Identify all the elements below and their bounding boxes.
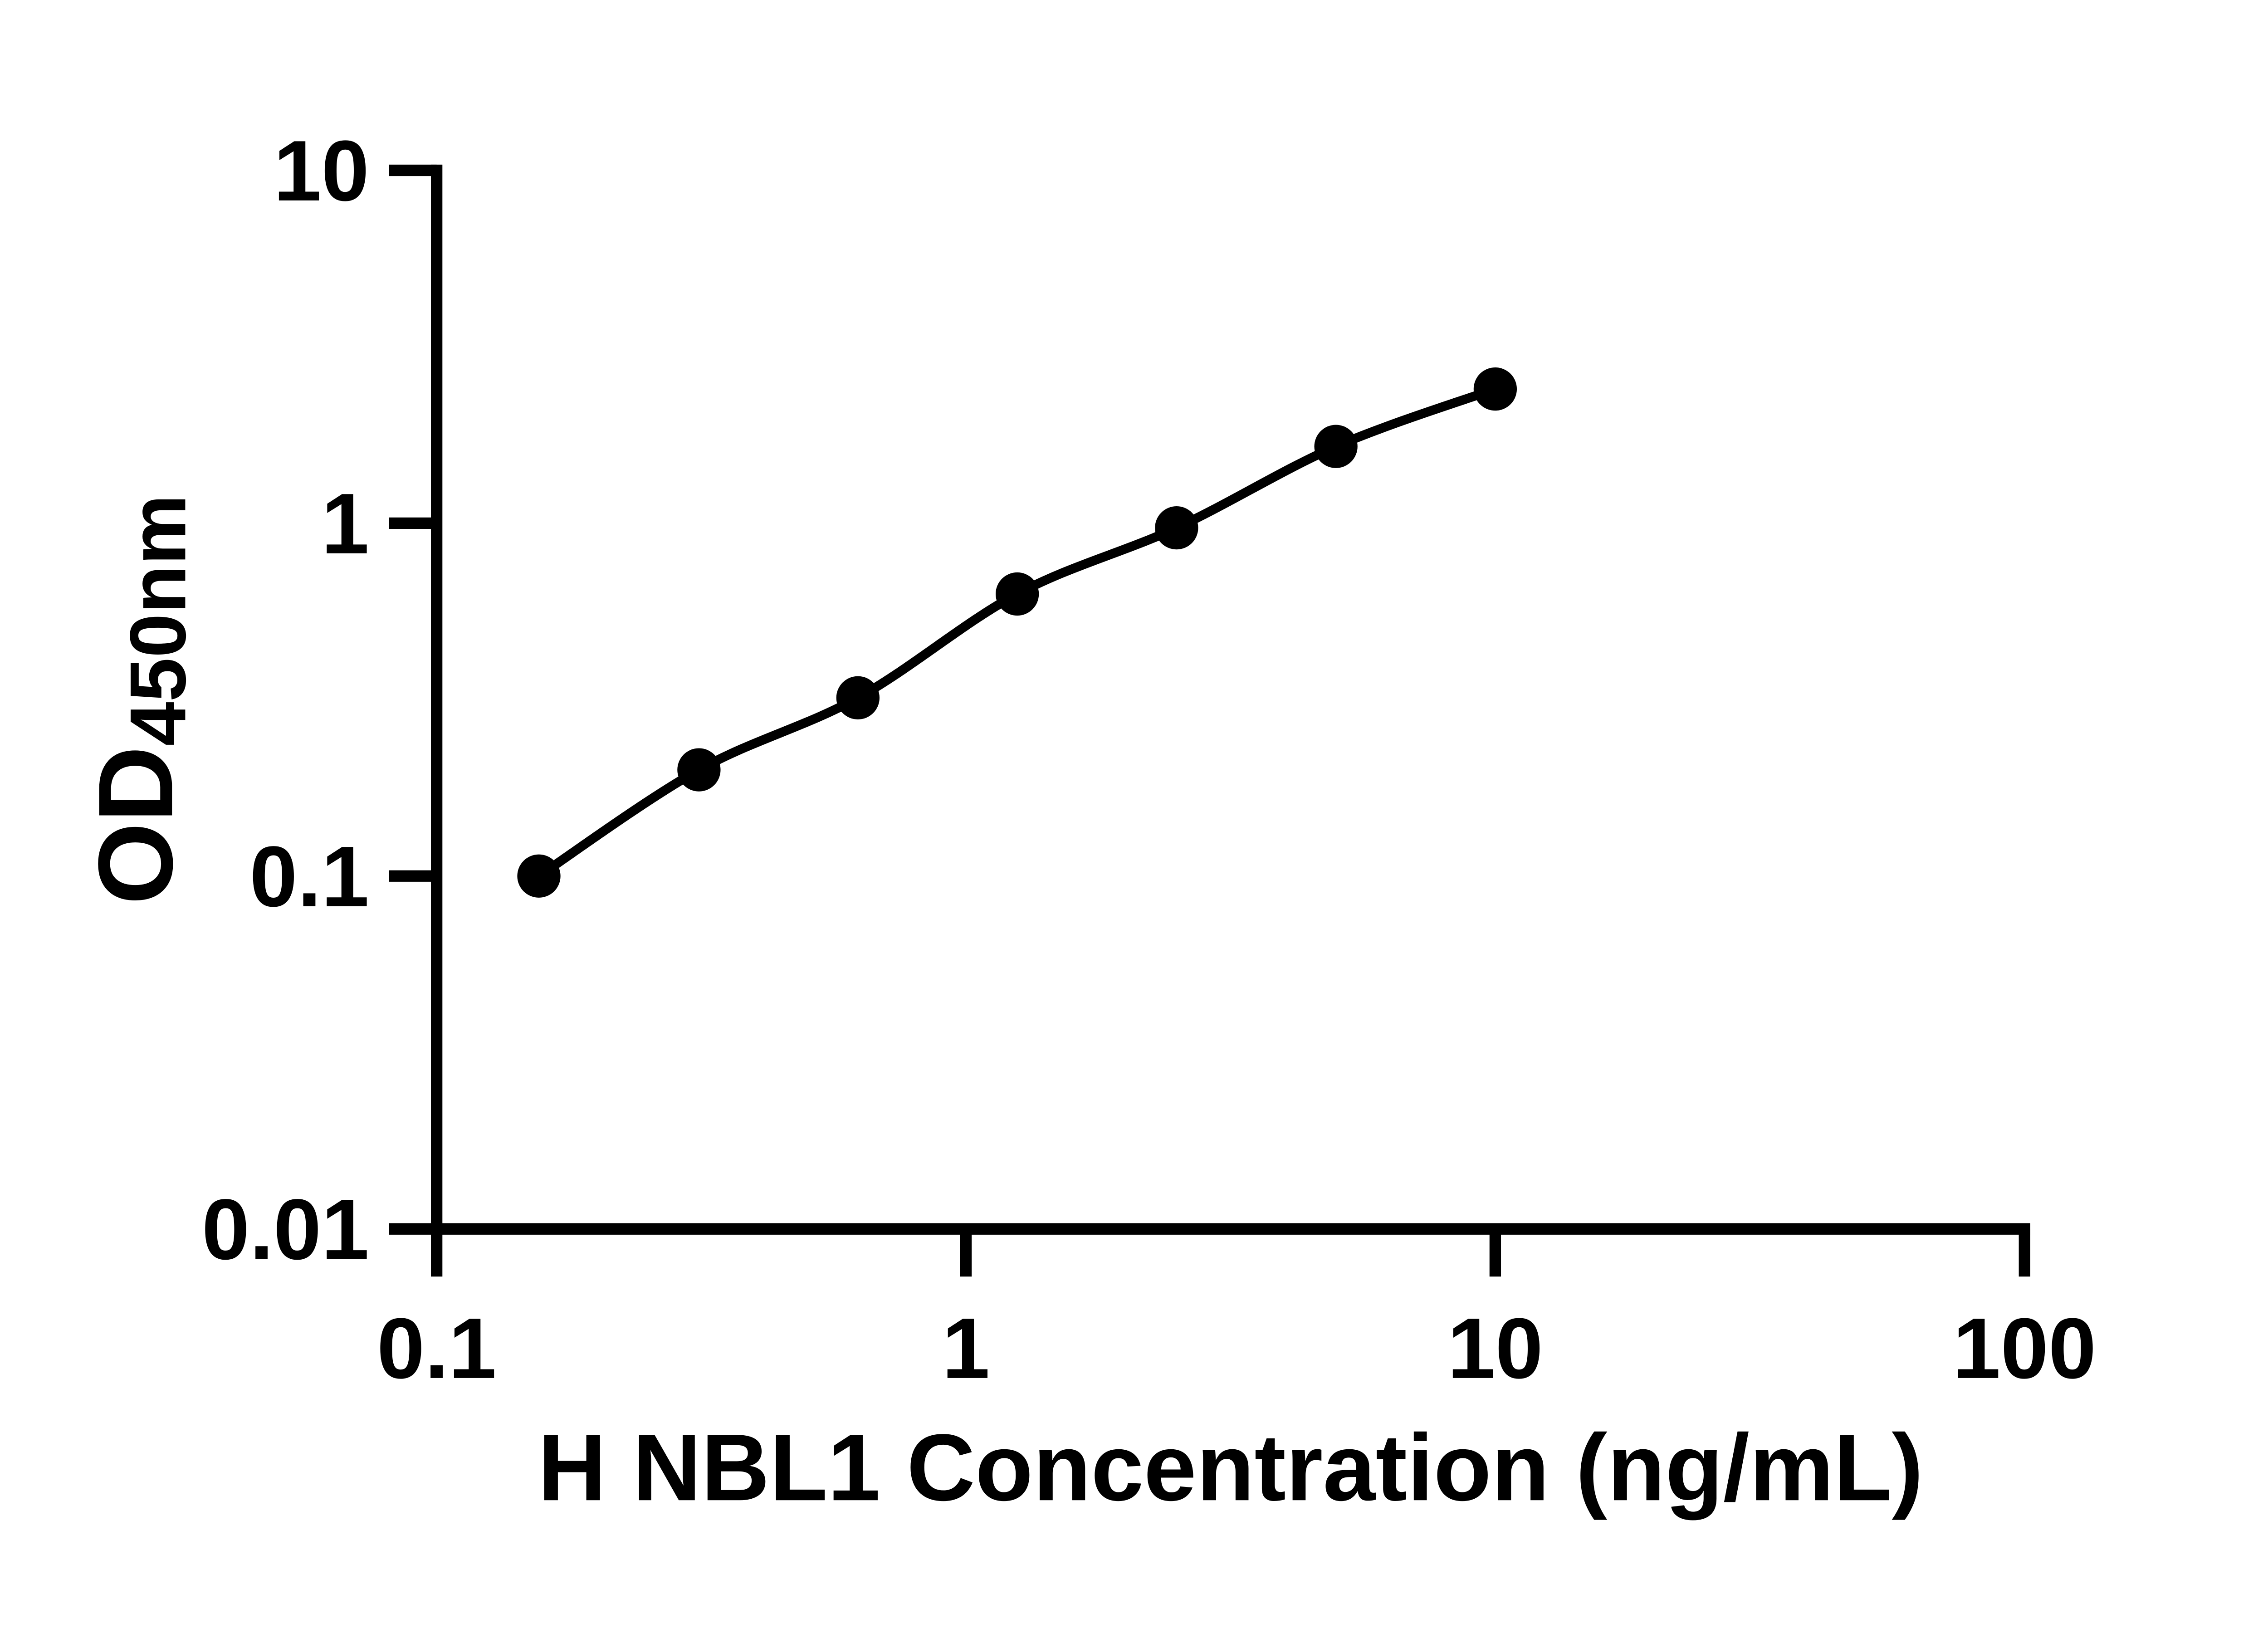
data-point-5ng-ml bbox=[1314, 425, 1358, 468]
standard-curve-line bbox=[534, 384, 1500, 881]
x-tick-label-1: 1 bbox=[942, 1301, 990, 1397]
data-point-0.156ng-ml bbox=[517, 854, 561, 898]
y-axis-title: OD450nm bbox=[77, 494, 202, 905]
x-tick-label-10: 10 bbox=[1447, 1301, 1543, 1397]
y-tick-label-0.01: 0.01 bbox=[202, 1182, 369, 1278]
data-point-0.313ng-ml bbox=[677, 748, 721, 792]
data-points bbox=[517, 367, 1517, 898]
y-tick-label-1: 1 bbox=[321, 476, 369, 572]
axis-ticks bbox=[389, 164, 2030, 1277]
y-title-main: OD bbox=[77, 746, 195, 905]
x-axis-title: H NBL1 Concentration (ng/mL) bbox=[538, 1415, 1923, 1521]
x-tick-label-100: 100 bbox=[1953, 1301, 2096, 1397]
y-tick-label-0.1: 0.1 bbox=[249, 829, 369, 925]
y-title-subscript: 450nm bbox=[114, 494, 202, 746]
data-point-2.5ng-ml bbox=[1155, 506, 1198, 550]
data-point-1.25ng-ml bbox=[995, 572, 1039, 616]
data-point-0.625ng-ml bbox=[836, 676, 880, 719]
axes bbox=[431, 164, 2030, 1235]
curve bbox=[534, 384, 1500, 881]
x-tick-label-0.1: 0.1 bbox=[377, 1301, 497, 1397]
data-point-10ng-ml bbox=[1473, 367, 1517, 411]
y-tick-label-10: 10 bbox=[274, 123, 369, 219]
